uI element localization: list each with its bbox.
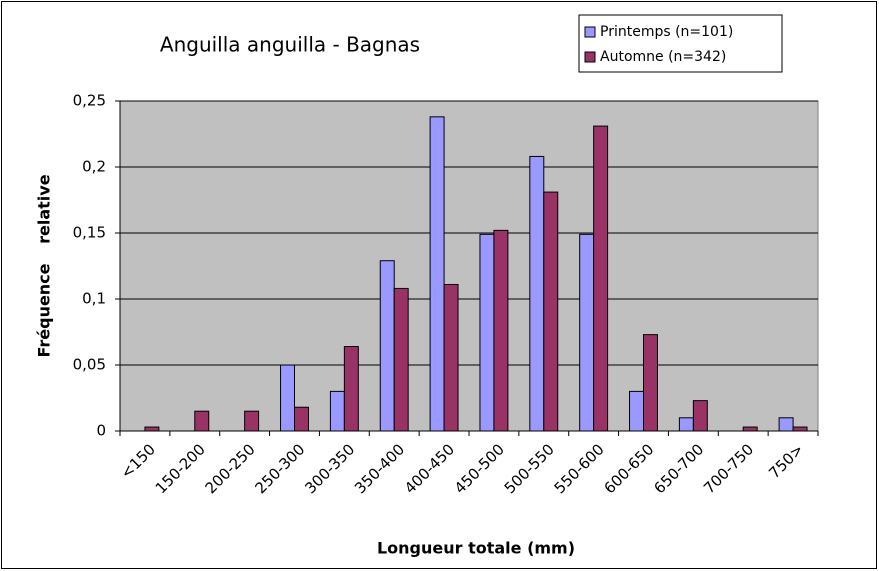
bar <box>778 417 794 432</box>
y-tick-label: 0,05 <box>73 356 106 374</box>
bar <box>593 125 609 432</box>
x-axis-label: Longueur totale (mm) <box>377 539 575 558</box>
bar <box>742 426 758 432</box>
bar <box>493 229 509 432</box>
chart-title: Anguilla anguilla - Bagnas <box>160 33 420 57</box>
bar <box>294 406 309 432</box>
y-tick-label: 0,1 <box>82 290 106 308</box>
bar <box>343 346 359 432</box>
bar <box>543 191 559 432</box>
bar <box>280 364 296 432</box>
bar <box>579 233 595 432</box>
legend-label: Printemps (n=101) <box>600 24 733 40</box>
bar <box>529 155 545 432</box>
y-tick-label: 0,25 <box>73 92 106 110</box>
bar <box>429 116 445 432</box>
y-tick-label: 0,2 <box>82 158 106 176</box>
legend-swatch <box>584 51 596 63</box>
bar <box>244 410 260 432</box>
bar <box>329 390 345 432</box>
bar <box>792 426 808 432</box>
legend-label: Automne (n=342) <box>600 49 726 65</box>
y-tick-label: 0,15 <box>73 224 106 242</box>
legend-swatch <box>584 26 596 38</box>
bar <box>643 334 658 432</box>
bar <box>144 426 160 432</box>
bar <box>194 410 210 432</box>
bar <box>678 417 694 432</box>
y-tick-label: 0 <box>96 422 106 440</box>
plot-area <box>119 100 819 432</box>
bar <box>479 233 495 432</box>
bar <box>692 400 708 432</box>
legend-box <box>578 14 783 73</box>
bar <box>393 287 409 432</box>
y-axis-label: Fréquence relative <box>35 174 54 357</box>
bar <box>443 283 459 432</box>
bar <box>629 390 644 432</box>
bar <box>379 260 395 432</box>
